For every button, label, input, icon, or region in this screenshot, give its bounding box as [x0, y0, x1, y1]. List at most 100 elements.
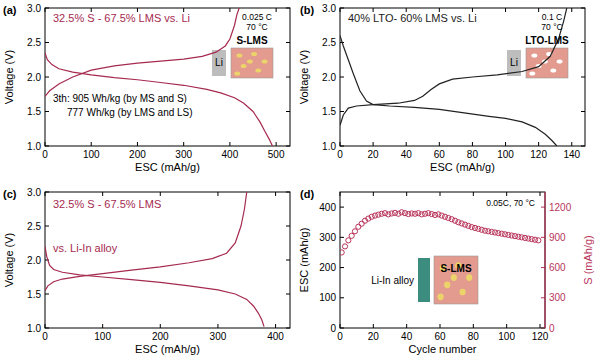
x-tick-label: 0 — [337, 149, 343, 160]
x-tick-label: 40 — [401, 331, 413, 342]
data-point — [439, 213, 444, 218]
x-tick-top — [505, 8, 506, 12]
y-tick — [45, 226, 49, 227]
particle — [531, 53, 537, 57]
data-point — [399, 210, 404, 215]
y-tick-right — [286, 294, 290, 295]
particle — [466, 274, 472, 281]
y-tick — [340, 267, 344, 268]
data-point — [402, 211, 407, 216]
x-tick — [538, 142, 539, 146]
y-tick-right — [286, 226, 290, 227]
particle — [451, 274, 457, 281]
y-tick-label: 2.0 — [27, 255, 41, 266]
x-tick-top — [229, 8, 230, 12]
y-tick-label: 400 — [319, 202, 336, 213]
particle — [234, 71, 240, 75]
y-tick-label: 300 — [319, 232, 336, 243]
x-tick-top — [540, 192, 541, 196]
particle — [444, 281, 450, 288]
y-tick-label: 1.5 — [27, 106, 41, 117]
x-tick-label: 0 — [42, 149, 48, 160]
data-point — [346, 238, 351, 243]
data-point — [416, 211, 421, 216]
data-point — [342, 244, 347, 249]
x-tick-label: 60 — [434, 149, 446, 160]
data-point — [426, 211, 431, 216]
y-tick-label: 3.0 — [322, 3, 336, 14]
x-axis-title: ESC (mAh/g) — [430, 161, 495, 173]
data-point — [372, 213, 377, 218]
plot-area — [45, 8, 272, 146]
x-tick-label: 80 — [467, 149, 479, 160]
y-tick — [45, 294, 49, 295]
particle — [557, 59, 563, 63]
particle — [241, 64, 247, 68]
data-point — [356, 224, 361, 229]
curve — [45, 192, 247, 291]
x-tick-label: 120 — [530, 149, 547, 160]
x-tick-label: 120 — [532, 331, 549, 342]
data-point — [476, 226, 481, 231]
x-tick-label: 200 — [129, 149, 146, 160]
cell-body — [526, 48, 568, 78]
annotation: 0.1 C — [542, 12, 562, 22]
x-tick — [373, 142, 374, 146]
particle — [251, 52, 257, 56]
data-point — [352, 229, 357, 234]
annotation: Li-In alloy — [371, 275, 414, 286]
annotation: LTO-LMS — [525, 35, 569, 46]
annotation: S-LMS — [236, 35, 267, 46]
x-tick-label: 300 — [210, 331, 227, 342]
s-lms-cell — [434, 256, 478, 304]
x-tick-label: 100 — [83, 149, 100, 160]
x-tick-label: 100 — [498, 331, 515, 342]
x-tick-top — [160, 192, 161, 196]
x-tick — [275, 324, 276, 328]
x-tick — [183, 142, 184, 146]
x-tick-top — [276, 8, 277, 12]
curve — [340, 36, 557, 146]
y-tick — [340, 297, 344, 298]
y-tick-right — [581, 77, 585, 78]
particle — [529, 71, 535, 75]
y-tick-label: 100 — [319, 292, 336, 303]
data-point — [359, 221, 364, 226]
annotation: 70 °C — [541, 22, 562, 32]
y-tick-right — [286, 77, 290, 78]
annotation: (a) — [3, 4, 17, 16]
x-tick-label: 60 — [434, 331, 446, 342]
annotation: vs. Li-In alloy — [53, 242, 118, 254]
curve — [45, 53, 272, 146]
particle — [550, 68, 556, 72]
x-tick-top — [217, 192, 218, 196]
lto-lms-cell — [526, 48, 568, 78]
y2-tick-label: 1200 — [549, 202, 572, 213]
annotation: (c) — [3, 188, 17, 200]
annotation: 70 °C — [246, 22, 267, 32]
y-tick-label: 2.0 — [322, 72, 336, 83]
particle — [247, 59, 253, 63]
x-tick — [276, 142, 277, 146]
y2-tick-label: 0 — [549, 323, 555, 334]
cell-body — [434, 256, 478, 304]
x-tick-label: 400 — [222, 149, 239, 160]
x-tick — [506, 324, 507, 328]
data-point — [376, 212, 381, 217]
x-axis-title: ESC (mAh/g) — [135, 161, 200, 173]
y-tick — [340, 237, 344, 238]
x-tick-top — [373, 192, 374, 196]
y-tick-label: 1.5 — [27, 289, 41, 300]
x-tick — [505, 142, 506, 146]
annotation: Li — [510, 57, 518, 68]
plot-area — [45, 192, 264, 327]
data-point — [382, 211, 387, 216]
y-tick-label: 1.0 — [322, 141, 336, 152]
data-point — [466, 223, 471, 228]
x-tick — [571, 142, 572, 146]
y-tick — [340, 207, 344, 208]
x-tick-top — [406, 192, 407, 196]
particle — [438, 293, 444, 300]
data-point — [459, 221, 464, 226]
x-tick — [406, 142, 407, 146]
